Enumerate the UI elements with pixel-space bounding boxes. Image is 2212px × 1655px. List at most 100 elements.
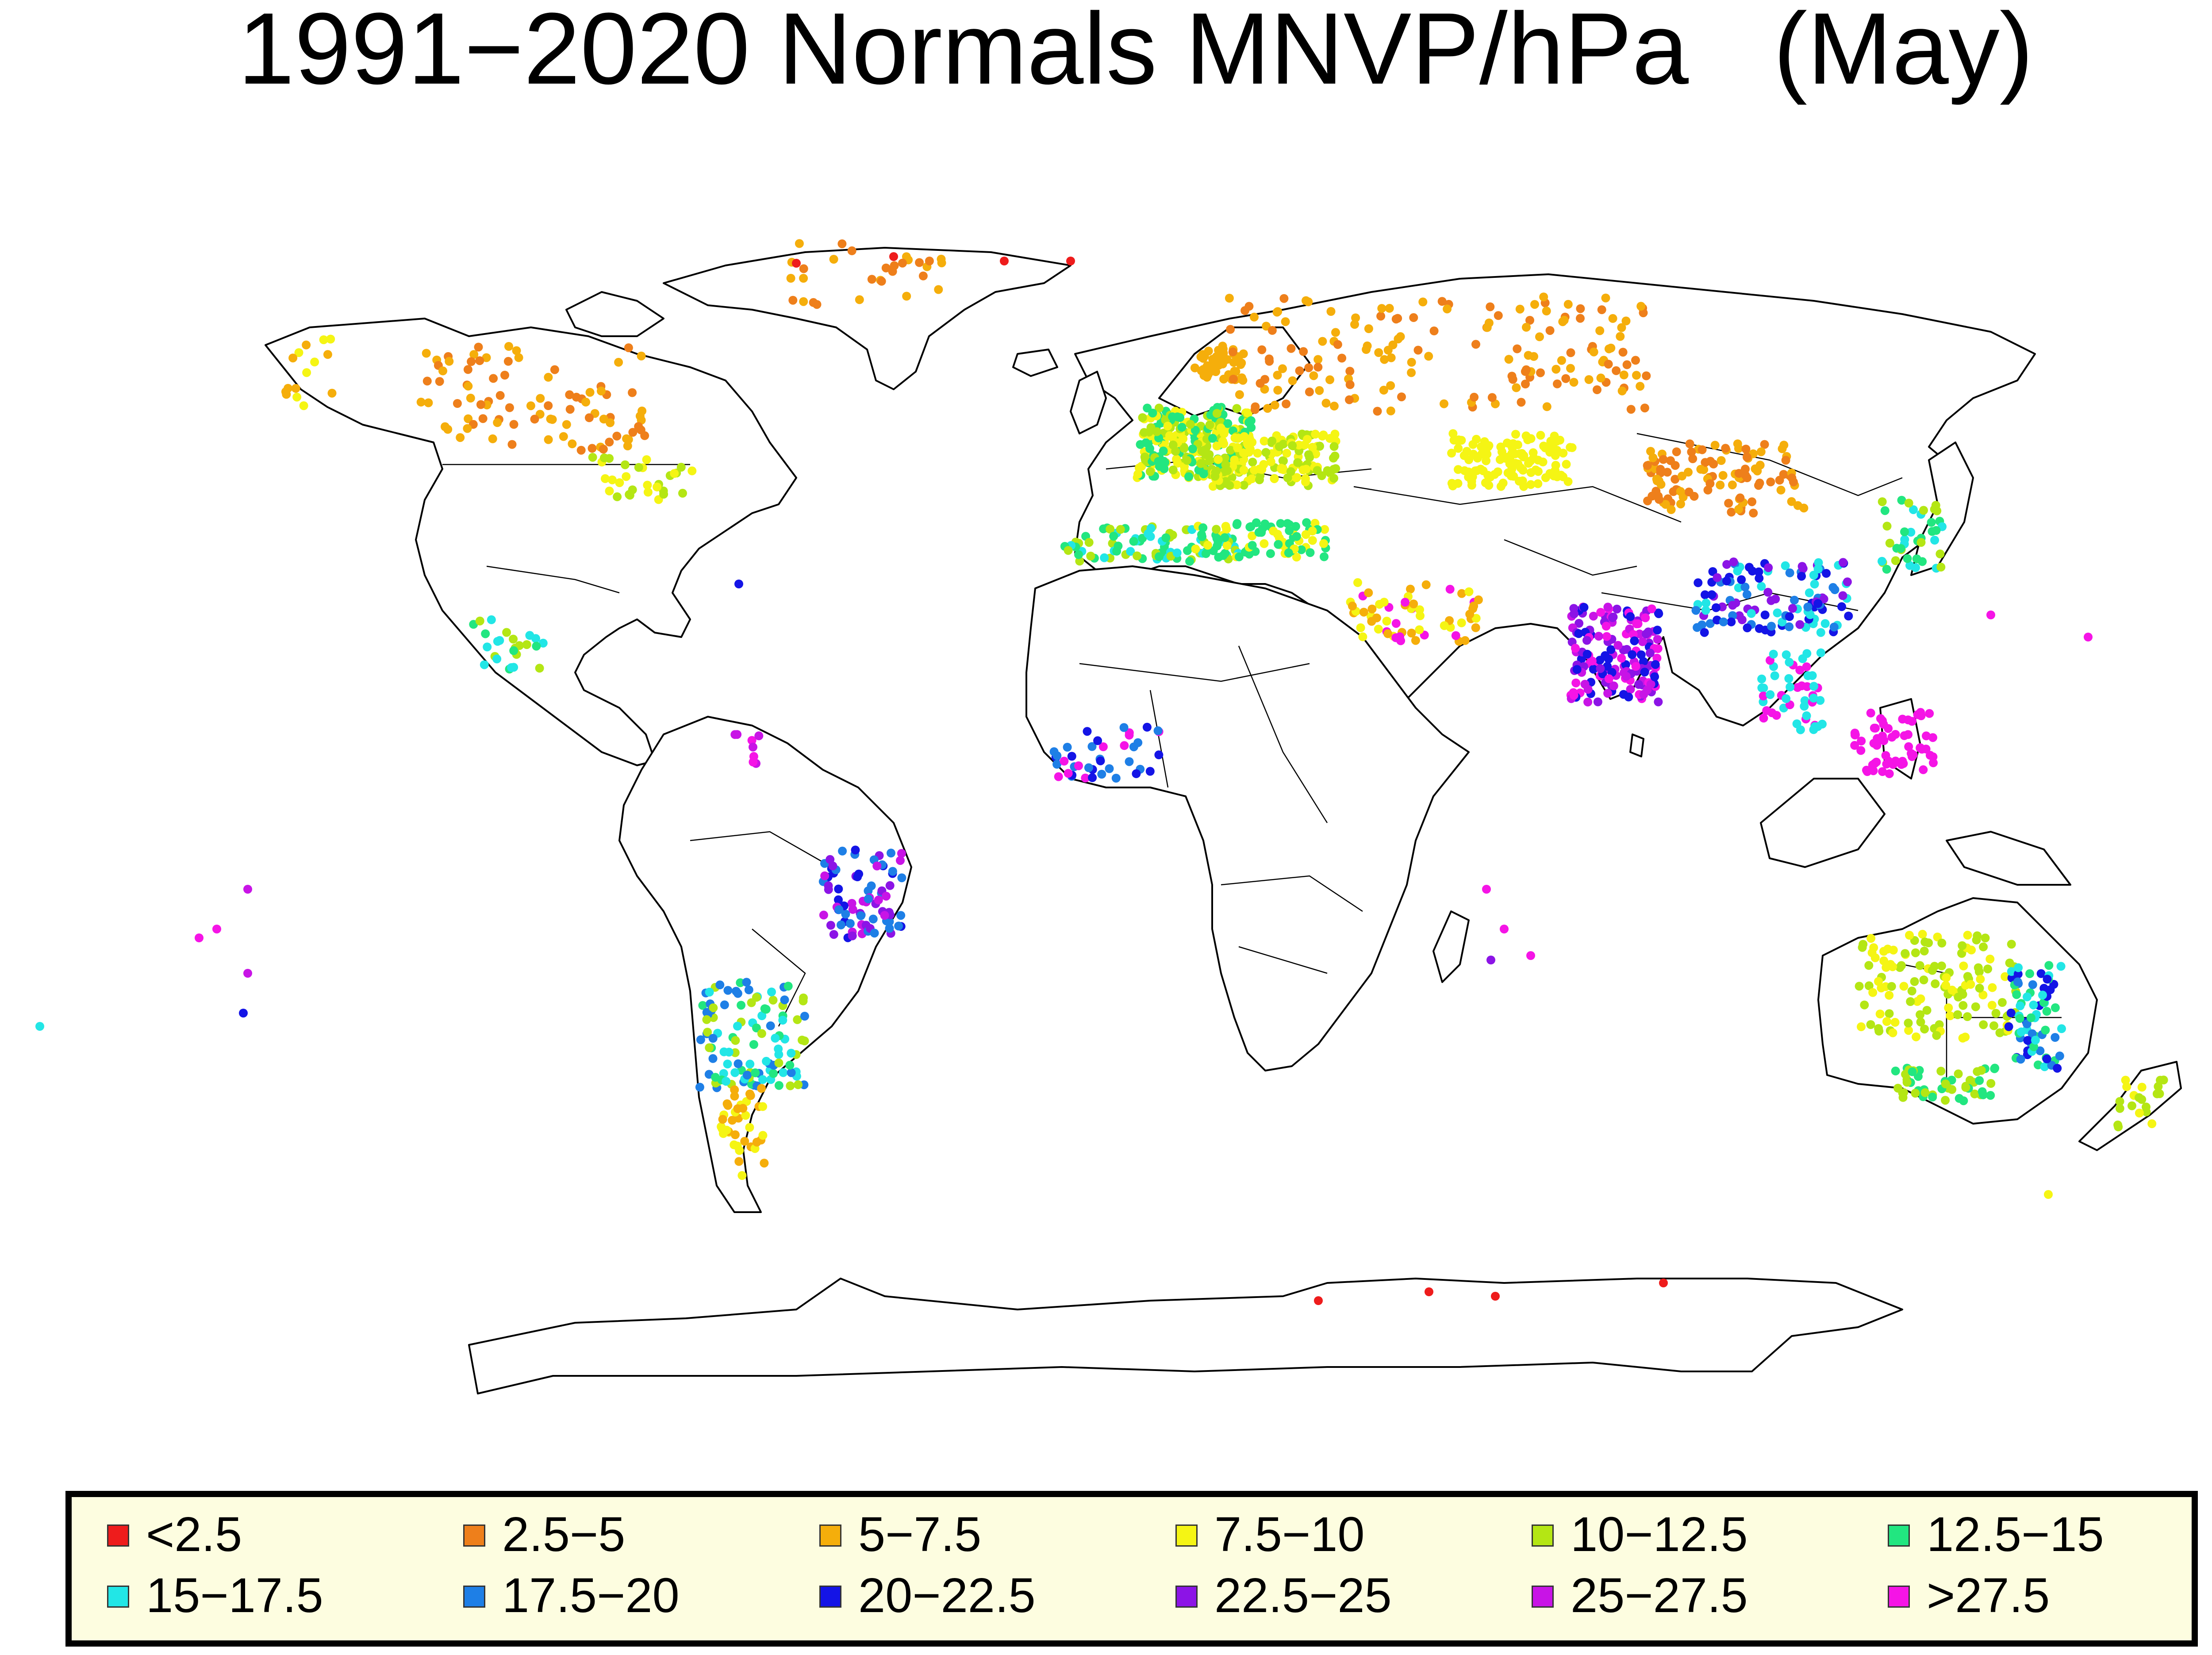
station-dot (1415, 605, 1424, 614)
station-dot (722, 1099, 732, 1108)
station-dot (1385, 303, 1394, 313)
station-dot (1482, 323, 1492, 332)
station-dot (1885, 1009, 1894, 1018)
station-dot (2013, 977, 2022, 987)
station-dot (678, 488, 687, 498)
station-dot (1258, 524, 1267, 534)
station-dot (504, 342, 513, 351)
station-dot (505, 403, 514, 412)
station-dot (1676, 499, 1685, 509)
station-dot (1889, 760, 1898, 769)
station-markers (35, 239, 2168, 1305)
station-dot (1299, 347, 1308, 356)
station-dot (2128, 1101, 2136, 1110)
station-dot (1219, 429, 1229, 438)
station-dot (1454, 444, 1463, 453)
station-dot (1168, 412, 1177, 422)
station-dot (794, 1080, 803, 1089)
station-dot (653, 482, 662, 492)
station-dot (882, 891, 891, 901)
station-dot (1406, 584, 1415, 594)
station-dot (1116, 525, 1125, 534)
station-dot (1253, 449, 1262, 458)
station-dot (1154, 750, 1164, 760)
station-dot (1097, 770, 1106, 779)
station-dot (599, 453, 609, 462)
station-dot (1642, 371, 1651, 380)
station-dot (35, 1022, 44, 1031)
station-dot (1904, 1018, 1913, 1028)
station-dot (826, 855, 835, 864)
station-dot (1685, 439, 1694, 449)
station-dot (495, 636, 504, 645)
station-dot (698, 1001, 707, 1010)
station-dot (934, 285, 943, 294)
station-dot (881, 263, 891, 273)
station-dot (565, 405, 575, 414)
station-dot (1364, 588, 1373, 597)
station-dot (1517, 398, 1526, 407)
station-dot (2035, 1046, 2045, 1056)
station-dot (1533, 479, 1543, 488)
station-dot (1063, 743, 1072, 752)
station-dot (1500, 925, 1509, 933)
station-dot (718, 1124, 727, 1133)
station-dot (544, 401, 553, 410)
station-dot (1386, 353, 1396, 362)
station-dot (628, 428, 637, 437)
station-dot (1508, 443, 1517, 453)
station-dot (416, 397, 426, 407)
station-dot (1155, 552, 1164, 561)
station-dot (1719, 617, 1728, 626)
station-dot (1643, 461, 1652, 470)
country-border (752, 929, 806, 1027)
station-dot (1766, 690, 1775, 699)
station-dot (1767, 622, 1776, 631)
station-dot (1866, 1020, 1875, 1029)
station-dot (2044, 1190, 2053, 1199)
station-dot (1844, 611, 1853, 621)
station-dot (1250, 405, 1260, 414)
station-dot (1233, 357, 1242, 365)
station-dot (1756, 447, 1766, 457)
station-dot (635, 411, 645, 421)
station-dot (1184, 472, 1193, 481)
station-dot (1875, 1010, 1885, 1018)
station-dot (588, 453, 597, 462)
station-dot (1186, 420, 1195, 429)
station-dot (1862, 765, 1871, 775)
station-dot (1146, 423, 1156, 432)
station-dot (1212, 525, 1221, 534)
station-dot (847, 246, 856, 255)
station-dot (475, 356, 484, 365)
station-dot (734, 1157, 744, 1166)
station-dot (612, 431, 622, 441)
station-dot (1785, 568, 1794, 577)
station-dot (1551, 365, 1561, 374)
station-dot (463, 365, 472, 374)
station-dot (2043, 975, 2052, 984)
station-dot (1278, 364, 1287, 373)
station-dot (1291, 522, 1300, 531)
station-dot (1813, 564, 1823, 574)
station-dot (643, 488, 653, 497)
station-dot (1064, 769, 1073, 778)
station-dot (621, 460, 630, 469)
station-dot (487, 615, 496, 624)
station-dot (1697, 620, 1706, 630)
station-dot (1247, 423, 1256, 432)
station-dot (1227, 473, 1237, 482)
station-dot (243, 969, 252, 978)
station-dot (1172, 454, 1181, 464)
station-dot (1891, 1066, 1900, 1075)
station-dot (474, 342, 483, 352)
station-dot (1112, 546, 1121, 556)
station-dot (1313, 362, 1323, 372)
station-dot (1362, 345, 1371, 354)
station-dot (1793, 683, 1802, 692)
station-dot (1367, 604, 1377, 614)
station-dot (1911, 1089, 1920, 1098)
station-dot (1457, 618, 1466, 627)
station-dot (327, 388, 337, 398)
station-dot (1890, 1018, 1900, 1027)
